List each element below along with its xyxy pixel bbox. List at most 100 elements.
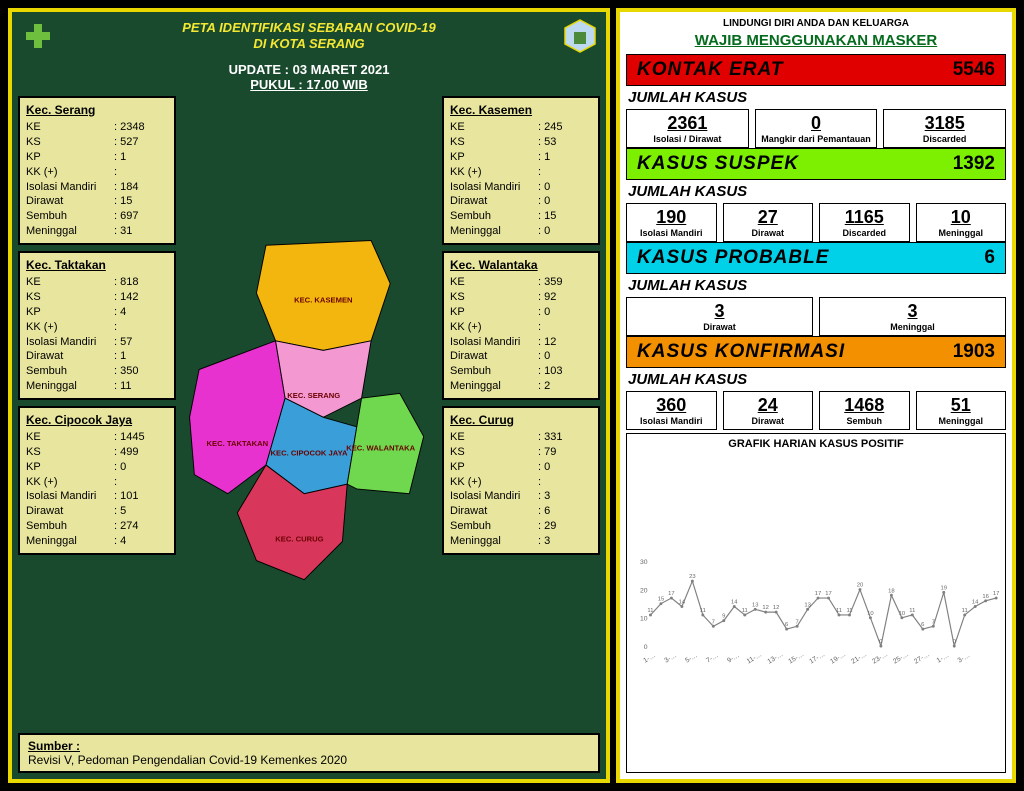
chart-value-label: 14 [679, 600, 686, 606]
stat-box: 360Isolasi Mandiri [626, 391, 717, 430]
kec-title: Kec. Cipocok Jaya [26, 412, 168, 428]
chart-value-label: 14 [731, 600, 738, 606]
kec-value: 15 [114, 194, 132, 209]
chart-value-label: 20 [857, 583, 864, 589]
stat-row: 2361Isolasi / Dirawat0Mangkir dari Peman… [626, 109, 1006, 148]
kec-value: 53 [538, 135, 556, 150]
kec-label: Meninggal [26, 379, 114, 394]
chart-value-label: 11 [846, 608, 852, 614]
kec-label: KK (+) [26, 475, 114, 490]
jumlah-title: JUMLAH KASUS [628, 183, 1006, 200]
stat-box: 3185Discarded [883, 109, 1006, 148]
chart-value-label: 11 [700, 608, 706, 614]
jumlah-title: JUMLAH KASUS [628, 277, 1006, 294]
left-panel: PETA IDENTIFIKASI SEBARAN COVID-19 DI KO… [8, 8, 610, 783]
kec-row: KS53 [450, 135, 592, 150]
kec-label: KK (+) [450, 165, 538, 180]
section-label: KASUS PROBABLE [637, 247, 984, 269]
stat-label: Isolasi / Dirawat [629, 134, 746, 144]
kec-value: 142 [114, 290, 138, 305]
kec-value: 1445 [114, 430, 145, 445]
kec-row: Sembuh103 [450, 364, 592, 379]
chart-value-label: 9 [722, 614, 725, 620]
sections-container: KONTAK ERAT5546JUMLAH KASUS2361Isolasi /… [626, 54, 1006, 430]
kec-value: 11 [114, 379, 132, 394]
kec-row: KP0 [26, 460, 168, 475]
masker-line: WAJIB MENGGUNAKAN MASKER [626, 32, 1006, 49]
kec-label: KS [26, 445, 114, 460]
chart-svg: 0102030111517142311791411131212671317171… [631, 452, 1001, 768]
map-region-label: KEC. KASEMEN [294, 296, 352, 305]
kec-right-column: Kec. KasemenKE245KS53KP1KK (+)Isolasi Ma… [442, 96, 600, 729]
kec-value [538, 320, 541, 335]
stat-label: Isolasi Mandiri [629, 228, 714, 238]
chart-xtick: 15-… [787, 651, 805, 665]
kec-title: Kec. Kasemen [450, 102, 592, 118]
header-line1: PETA IDENTIFIKASI SEBARAN COVID-19 [64, 20, 554, 36]
chart-xtick: 7-… [705, 652, 720, 664]
map-region-label: KEC. CURUG [275, 535, 323, 544]
kec-label: KP [26, 460, 114, 475]
kec-row: Dirawat1 [26, 349, 168, 364]
chart-xtick: 3-… [957, 652, 972, 664]
kec-value: 0 [538, 305, 550, 320]
kec-value: 3 [538, 534, 550, 549]
kec-row: Meninggal11 [26, 379, 168, 394]
kec-value: 101 [114, 489, 138, 504]
kec-label: Meninggal [26, 224, 114, 239]
kec-row: Meninggal31 [26, 224, 168, 239]
kec-value: 4 [114, 305, 126, 320]
kec-row: Sembuh29 [450, 519, 592, 534]
kec-label: Meninggal [450, 379, 538, 394]
kec-value: 359 [538, 275, 562, 290]
chart-ytick: 20 [640, 587, 648, 594]
kec-label: Sembuh [26, 519, 114, 534]
kec-value: 499 [114, 445, 138, 460]
kec-value: 274 [114, 519, 138, 534]
kec-value: 1 [114, 150, 126, 165]
kec-row: Meninggal3 [450, 534, 592, 549]
header-title: PETA IDENTIFIKASI SEBARAN COVID-19 DI KO… [64, 20, 554, 51]
kec-row: KS527 [26, 135, 168, 150]
map-region-label: KEC. SERANG [287, 391, 340, 400]
kec-value: 103 [538, 364, 562, 379]
chart-value-label: 12 [773, 605, 779, 611]
kec-label: KP [450, 150, 538, 165]
health-logo-icon [20, 18, 56, 54]
chart-value-label: 12 [762, 605, 768, 611]
chart-xtick: 17-… [808, 651, 826, 665]
update-line: UPDATE : 03 MARET 2021 [12, 62, 606, 77]
stat-row: 3Dirawat3Meninggal [626, 297, 1006, 336]
stat-number: 360 [629, 395, 714, 416]
kec-value: 245 [538, 120, 562, 135]
stat-row: 190Isolasi Mandiri27Dirawat1165Discarded… [626, 203, 1006, 242]
stat-box: 51Meninggal [916, 391, 1007, 430]
kec-label: KE [450, 430, 538, 445]
stat-label: Dirawat [726, 416, 811, 426]
section-label: KASUS KONFIRMASI [637, 341, 953, 363]
kec-box: Kec. WalantakaKE359KS92KP0KK (+)Isolasi … [442, 251, 600, 400]
kec-label: Dirawat [450, 194, 538, 209]
kec-label: KP [450, 305, 538, 320]
kec-label: KP [26, 305, 114, 320]
kec-row: KE245 [450, 120, 592, 135]
kec-row: KK (+) [26, 320, 168, 335]
source-box: Sumber : Revisi V, Pedoman Pengendalian … [18, 733, 600, 773]
chart-value-label: 16 [982, 594, 988, 600]
stat-label: Mangkir dari Pemantauan [758, 134, 875, 144]
chart-xtick: 3-… [663, 652, 678, 664]
chart-value-label: 11 [647, 608, 653, 614]
section-banner: KASUS PROBABLE6 [626, 242, 1006, 274]
stat-box: 10Meninggal [916, 203, 1007, 242]
chart-xtick: 21-… [850, 651, 868, 665]
chart-value-label: 17 [668, 591, 674, 597]
kec-label: KP [26, 150, 114, 165]
kec-value: 12 [538, 335, 556, 350]
kec-row: KP1 [26, 150, 168, 165]
kec-value: 4 [114, 534, 126, 549]
chart-value-label: 17 [993, 591, 999, 597]
kec-label: KE [450, 120, 538, 135]
chart-xtick: 27-… [913, 651, 931, 665]
kec-label: Meninggal [26, 534, 114, 549]
kec-value [114, 475, 117, 490]
